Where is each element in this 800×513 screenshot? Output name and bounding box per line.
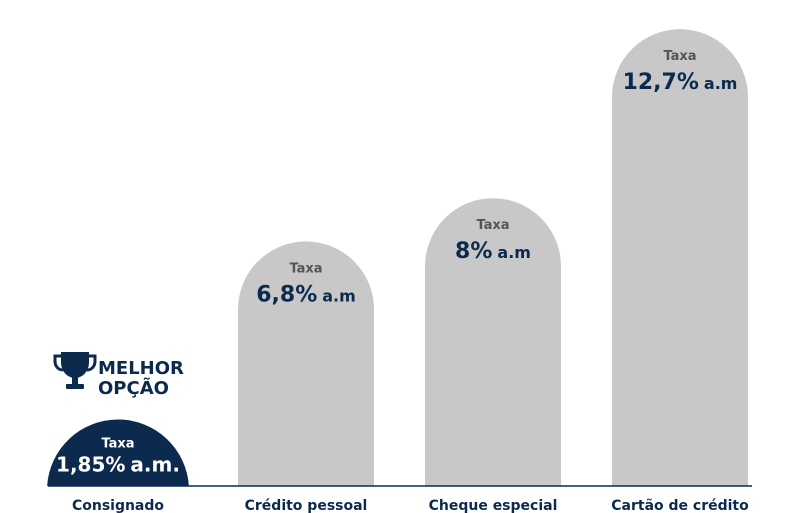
- category-label-1: Consignado: [72, 498, 164, 513]
- trophy-icon: [53, 352, 97, 389]
- bar-3: [425, 198, 561, 486]
- best-option-badge: MELHOR OPÇÃO: [53, 352, 184, 399]
- bar-2: [238, 241, 374, 486]
- category-label-2: Crédito pessoal: [245, 498, 368, 513]
- bar-3-taxa-label: Taxa: [476, 218, 509, 233]
- category-labels: Consignado Crédito pessoal Cheque especial…: [72, 498, 749, 513]
- bar-2-value-label: 6,8% a.m: [256, 282, 356, 307]
- bar-4: [612, 29, 748, 487]
- bar-3-value-label: 8% a.m: [455, 239, 531, 264]
- bar-4-taxa-label: Taxa: [663, 49, 696, 64]
- bar-4-value-label: 12,7% a.m: [623, 70, 738, 95]
- badge-line2: OPÇÃO: [98, 376, 169, 399]
- badge-line1: MELHOR: [98, 358, 184, 379]
- bar-1: [47, 419, 189, 486]
- category-label-4: Cartão de crédito: [611, 498, 749, 513]
- category-label-3: Cheque especial: [429, 498, 558, 513]
- bar-2-taxa-label: Taxa: [289, 261, 322, 276]
- bars-group: [47, 29, 748, 487]
- bar-1-value-label: 1,85% a.m.: [56, 452, 180, 476]
- bar-1-taxa-label: Taxa: [101, 436, 134, 451]
